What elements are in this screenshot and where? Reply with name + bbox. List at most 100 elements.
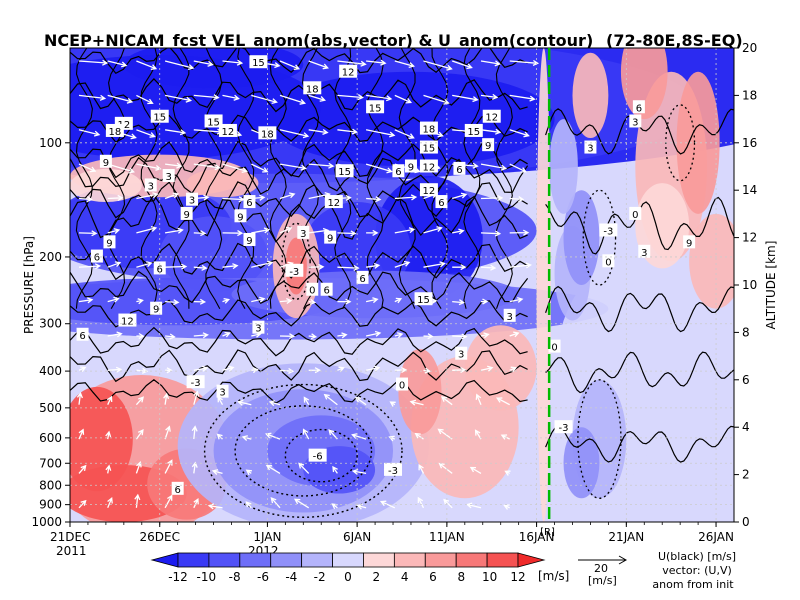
contour-label-box [324, 195, 343, 209]
contour-label-box [144, 178, 157, 192]
contour-label-box [554, 420, 573, 434]
contour-label: 9 [246, 236, 252, 247]
contour-label-box [404, 159, 417, 173]
contour-label: 0 [399, 381, 405, 392]
contour-label-box [249, 55, 268, 69]
vector-scale: 20 [m/s] [578, 555, 628, 587]
contour-label: 6 [79, 331, 85, 342]
y-axis-label-right: ALTITUDE [km] [764, 241, 778, 330]
wind-vector [293, 498, 310, 509]
wind-vector [308, 333, 318, 340]
wind-vector [270, 496, 281, 509]
wind-vector [475, 393, 482, 405]
wind-vector [452, 299, 465, 306]
wind-vector [78, 428, 85, 440]
contour-label-box [366, 100, 385, 114]
wind-vector [394, 194, 418, 201]
wind-vector [107, 60, 128, 68]
colorbar-segment [177, 552, 210, 568]
colorbar-label: -12 [168, 570, 188, 584]
wind-vector [495, 397, 511, 406]
shading-blob [676, 71, 720, 214]
colorbar-segment [424, 552, 457, 568]
wind-vector [366, 196, 382, 203]
contour-label: 0 [551, 343, 557, 354]
contour-line [70, 299, 528, 328]
wind-vector [193, 497, 199, 509]
colorbar-segment [363, 552, 395, 568]
colorbar-label: -2 [314, 570, 326, 584]
wind-vector [136, 94, 154, 105]
wind-vector [191, 425, 198, 440]
wind-vector [298, 462, 310, 474]
shading-blob [563, 190, 600, 285]
wind-vector [193, 264, 208, 271]
contour-label: 3 [458, 350, 464, 361]
wind-vector [394, 129, 415, 139]
contour-label-box [258, 126, 277, 140]
colorbar-segment [486, 552, 519, 568]
contour-line [545, 351, 734, 394]
wind-vector [394, 94, 413, 104]
wind-vector [136, 129, 156, 138]
wind-vector [193, 163, 221, 171]
wind-vector [222, 365, 235, 372]
wind-vector [389, 401, 396, 407]
colorbar-arrow-left [150, 552, 179, 568]
contour-label: -6 [313, 452, 323, 463]
wind-vector [452, 333, 468, 340]
contour-label: 6 [438, 198, 444, 209]
wind-vector [136, 261, 153, 268]
wind-vector [308, 263, 325, 270]
contour-label-box [306, 282, 319, 296]
wind-vector [279, 60, 301, 71]
wind-vector [365, 129, 396, 138]
wind-vector [107, 296, 120, 303]
contour-label-box [683, 235, 696, 249]
contour-label: 6 [174, 485, 180, 496]
wind-vector [105, 464, 112, 474]
alt-tick-label: 2 [742, 468, 750, 482]
vector-scale-unit: [m/s] [588, 574, 617, 587]
wind-vector [503, 504, 510, 510]
wind-vector [163, 392, 170, 405]
colorbar: -12 -10 -8 -6 -4 -2 0 2 4 6 8 10 12 [150, 552, 546, 584]
wind-vector [437, 428, 453, 440]
wind-vector [509, 331, 520, 338]
wind-vector [222, 230, 244, 237]
alt-tick-label: 10 [742, 278, 757, 292]
wind-vector [78, 196, 93, 203]
contour-label-box [180, 206, 193, 220]
wind-vector [379, 500, 396, 509]
contour-line [205, 48, 223, 309]
wind-vector [107, 331, 123, 338]
contour-label-box [384, 462, 403, 476]
wind-vector [480, 128, 502, 135]
contour-label-box [599, 223, 618, 237]
contour-label-box [153, 261, 166, 275]
wind-vector [509, 59, 540, 66]
alt-tick-label: 8 [742, 325, 750, 339]
contour-label-box [243, 195, 256, 209]
wind-vector [394, 332, 404, 339]
wind-vector [164, 227, 184, 234]
wind-vector [308, 94, 326, 102]
colorbar-label: 0 [344, 570, 352, 584]
contour-label-box [339, 64, 358, 78]
wind-vector [164, 459, 173, 474]
wind-vector [303, 396, 310, 406]
contour-label: 3 [219, 388, 225, 399]
colorbar-label: -10 [197, 570, 217, 584]
wind-vector [164, 425, 171, 440]
contour-label: 12 [423, 186, 436, 197]
colorbar-label: 4 [401, 570, 409, 584]
wind-vector [480, 332, 490, 339]
contour-label: 0 [632, 210, 638, 221]
contour-label-box [243, 232, 256, 246]
wind-vector [165, 333, 176, 340]
contour-label-box [103, 235, 116, 249]
wind-vector [241, 435, 252, 441]
wind-vector [193, 365, 209, 372]
contour-line [545, 285, 734, 333]
pressure-axis: 100 200 300 400 500 600 700 800 900 1000 [31, 136, 70, 529]
